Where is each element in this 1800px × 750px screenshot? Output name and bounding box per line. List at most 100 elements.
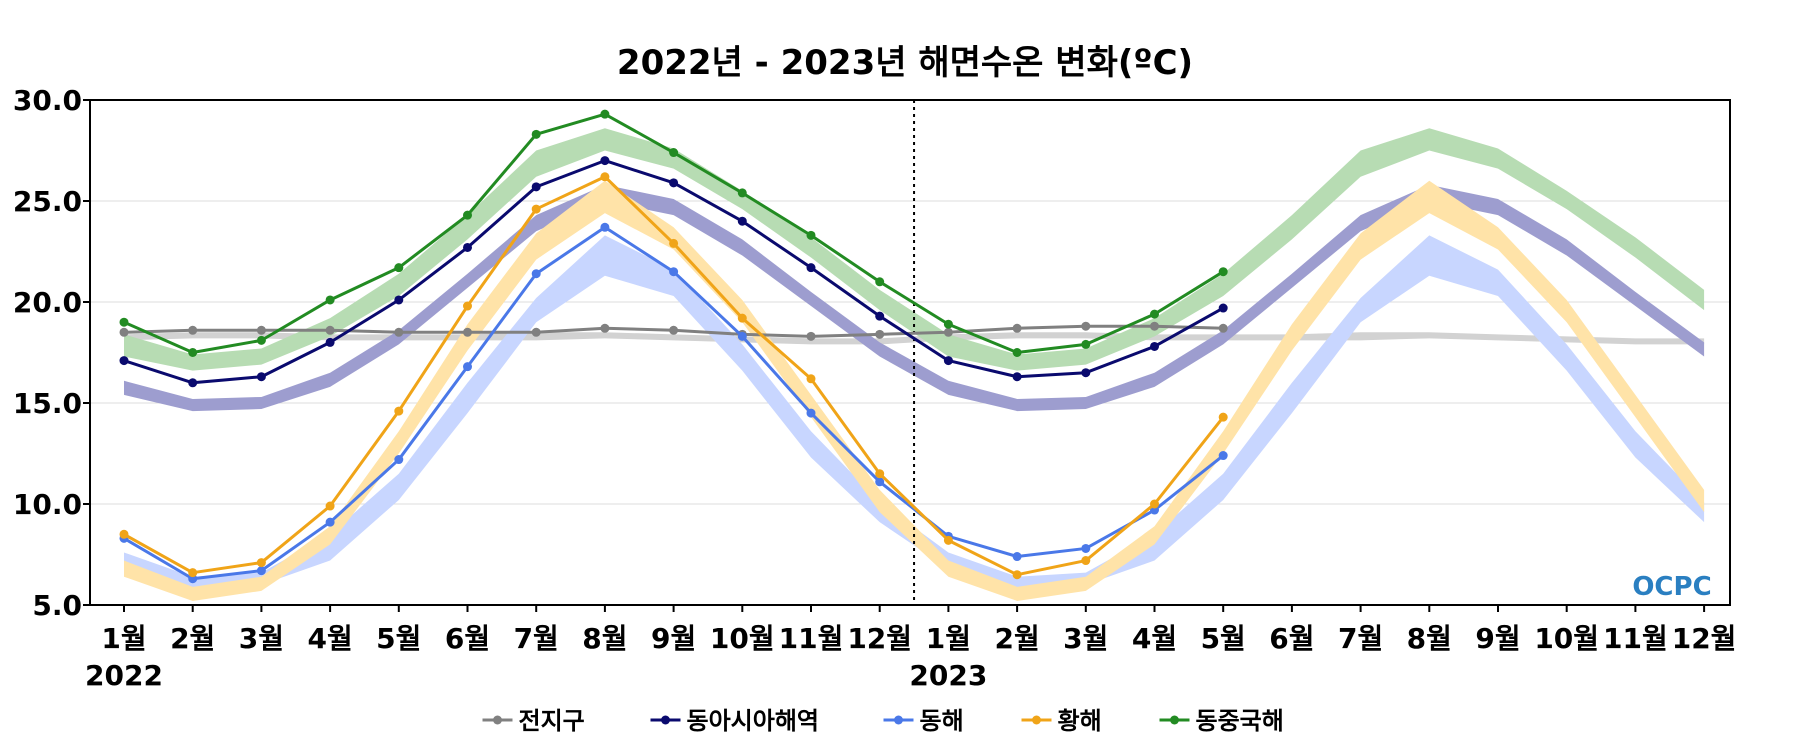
data-point — [325, 325, 335, 335]
year-label: 2022 — [85, 659, 163, 692]
data-point — [256, 335, 266, 345]
data-point — [1012, 372, 1022, 382]
data-point — [188, 568, 198, 578]
data-point — [256, 566, 266, 576]
x-tick-label: 8월 — [1407, 622, 1452, 655]
x-tick-label: 8월 — [582, 622, 627, 655]
data-point — [256, 558, 266, 568]
data-point — [669, 178, 679, 188]
data-point — [463, 242, 472, 252]
data-point — [1081, 556, 1091, 566]
x-tick-label: 5월 — [1201, 622, 1246, 655]
data-point — [1081, 321, 1091, 331]
data-point — [463, 210, 472, 220]
x-tick-label: 11월 — [1603, 622, 1668, 655]
legend-label: 전지구 — [519, 707, 585, 735]
legend-label: 동해 — [920, 707, 964, 735]
x-tick-label: 9월 — [651, 622, 696, 655]
normal-band — [124, 180, 1705, 601]
data-point — [1012, 570, 1022, 580]
normal-band — [124, 235, 1705, 589]
year-label: 2023 — [909, 659, 987, 692]
legend-swatch-marker — [894, 715, 903, 725]
data-point — [394, 327, 404, 337]
x-tick-label: 10월 — [710, 622, 775, 655]
data-point — [531, 182, 541, 192]
data-point — [394, 455, 404, 465]
x-tick-label: 6월 — [445, 622, 490, 655]
data-point — [737, 331, 747, 341]
data-point — [394, 406, 404, 416]
x-tick-label: 4월 — [1132, 622, 1177, 655]
data-point — [325, 337, 335, 347]
y-tick-label: 5.0 — [32, 589, 82, 622]
data-point — [600, 323, 610, 333]
x-tick-label: 2월 — [994, 622, 1039, 655]
x-tick-label: 6월 — [1269, 622, 1314, 655]
data-point — [325, 295, 335, 305]
legend: 전지구 동아시아해역 동해 황해 동중국해 — [482, 707, 1284, 735]
data-point — [325, 501, 335, 511]
data-point — [1150, 321, 1159, 331]
x-tick-label: 11월 — [779, 622, 844, 655]
y-tick-label: 20.0 — [13, 286, 82, 319]
data-point — [463, 362, 472, 372]
series-lines — [119, 109, 1228, 584]
ocpc-logo: OCPC — [1632, 572, 1711, 602]
data-point — [188, 325, 198, 335]
data-point — [669, 238, 679, 248]
y-tick-label: 30.0 — [13, 84, 82, 117]
data-point — [875, 329, 885, 339]
data-point — [600, 172, 610, 182]
data-point — [669, 267, 679, 277]
data-point — [943, 327, 953, 337]
y-tick-label: 10.0 — [13, 488, 82, 521]
data-point — [1012, 348, 1022, 357]
data-point — [600, 156, 610, 166]
data-point — [188, 378, 198, 388]
x-tick-label: 7월 — [1338, 622, 1383, 655]
data-point — [1218, 412, 1228, 422]
x-tick-label: 1월 — [101, 622, 146, 655]
data-point — [188, 348, 198, 357]
data-point — [669, 325, 679, 335]
legend-swatch-marker — [1170, 715, 1179, 725]
data-point — [875, 477, 885, 487]
data-point — [1012, 323, 1022, 333]
data-point — [600, 109, 610, 119]
x-tick-label: 5월 — [376, 622, 421, 655]
data-point — [875, 277, 885, 287]
x-tick-label: 3월 — [1063, 622, 1108, 655]
data-point — [256, 372, 266, 382]
x-axis: 1월 2월 3월 4월 5월 6월 7월 8월 9월 10월 11월 12월 1월 2월 3월 4월 5월 6월 7… — [85, 605, 1736, 692]
data-point — [325, 517, 335, 527]
data-point — [1081, 543, 1091, 553]
data-point — [119, 356, 129, 366]
data-point — [1150, 309, 1159, 319]
data-point — [943, 319, 953, 329]
legend-label: 동아시아해역 — [687, 707, 819, 735]
y-axis: 5.0 10.0 15.0 20.0 25.0 30.0 — [13, 84, 90, 622]
data-point — [806, 230, 816, 240]
data-point — [737, 216, 747, 226]
x-tick-label: 1월 — [926, 622, 971, 655]
data-point — [119, 317, 129, 327]
data-point — [119, 529, 129, 539]
y-tick-label: 25.0 — [13, 185, 82, 218]
data-point — [1012, 552, 1022, 562]
data-point — [737, 313, 747, 323]
x-tick-label: 9월 — [1475, 622, 1520, 655]
data-point — [463, 301, 472, 311]
x-tick-label: 12월 — [847, 622, 912, 655]
data-point — [1218, 267, 1228, 277]
data-point — [1150, 499, 1159, 509]
x-tick-label: 4월 — [307, 622, 352, 655]
data-point — [463, 327, 472, 337]
normal-band — [124, 184, 1705, 412]
data-point — [394, 263, 404, 273]
plot-frame — [89, 99, 1731, 606]
legend-swatch-marker — [493, 715, 502, 725]
data-point — [531, 269, 541, 279]
normal-band — [124, 128, 1705, 371]
data-point — [1081, 368, 1091, 378]
